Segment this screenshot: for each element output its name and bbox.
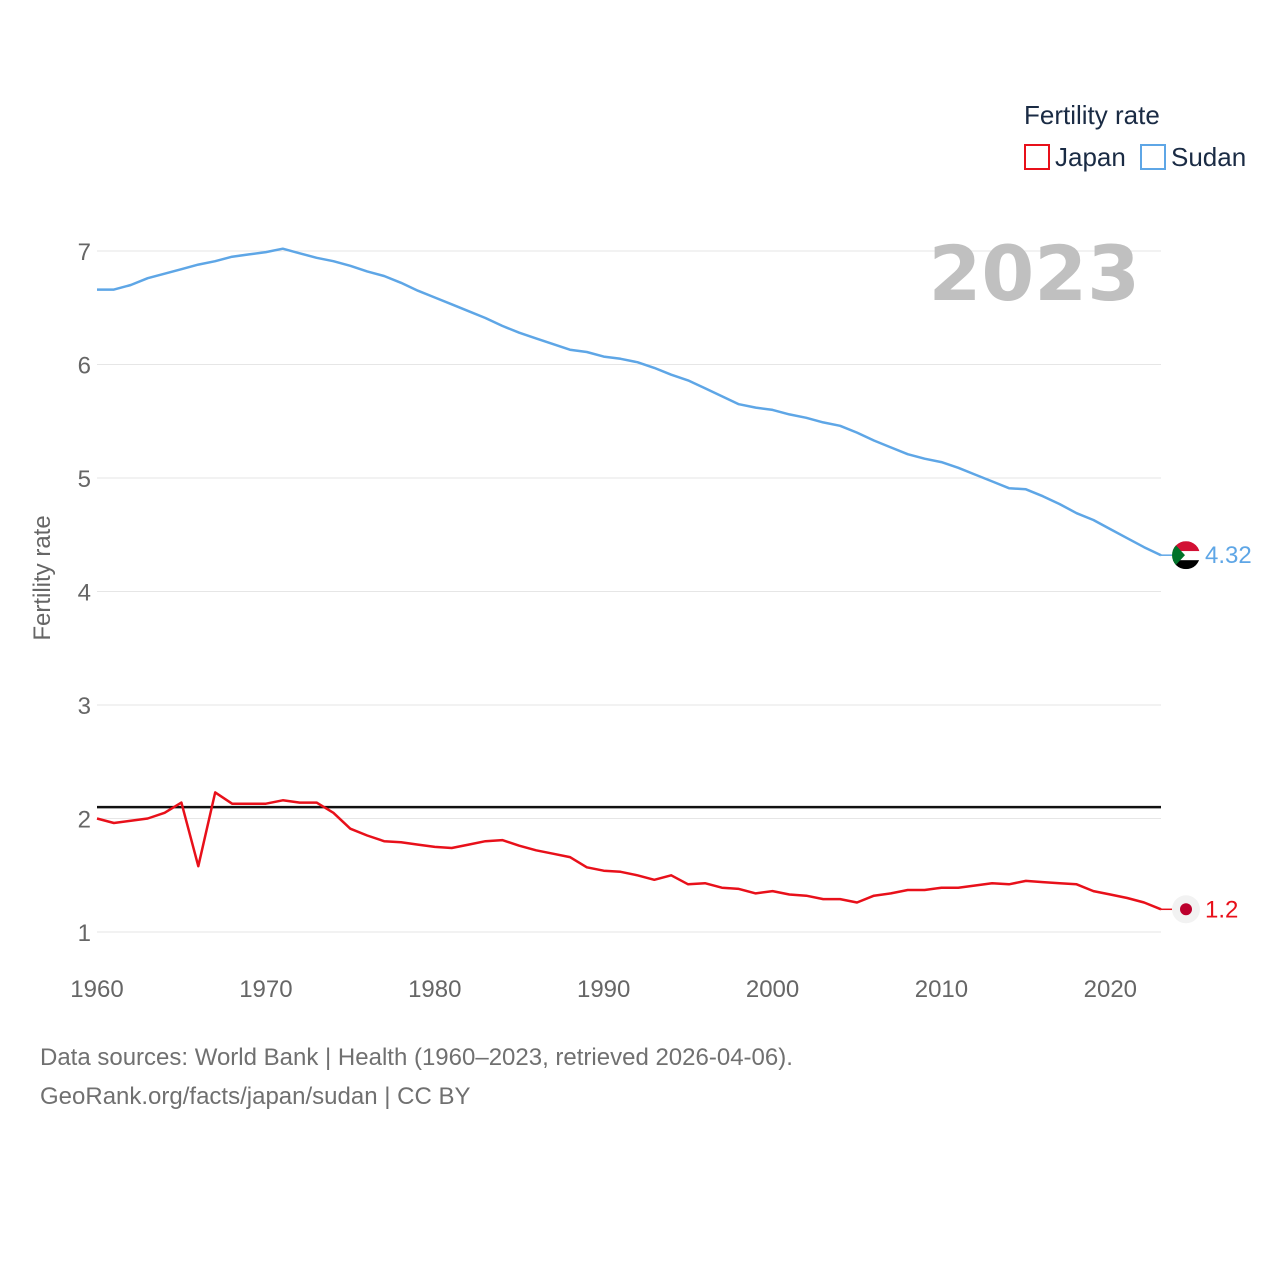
footer-link[interactable]: GeoRank.org/facts/japan/sudan | CC BY	[40, 1083, 471, 1110]
legend-swatch-japan	[1024, 144, 1050, 170]
x-tick-labels: 1960 1970 1980 1990 2000 2010 2020	[70, 976, 1137, 1003]
year-label: 2023	[928, 229, 1140, 318]
end-value-sudan: 4.32	[1205, 542, 1252, 569]
x-tick-label: 1990	[577, 976, 630, 1003]
legend-label-japan: Japan	[1055, 142, 1126, 172]
sudan-flag-icon	[1172, 541, 1200, 570]
footer-sources: Data sources: World Bank | Health (1960–…	[40, 1044, 793, 1071]
x-tick-label: 2000	[746, 976, 799, 1003]
series-lines	[96, 247, 1162, 911]
grid-lines	[97, 250, 1161, 933]
y-tick-label: 7	[78, 239, 91, 266]
y-axis-title: Fertility rate	[29, 515, 56, 640]
legend-item-japan[interactable]: Japan	[1024, 142, 1126, 172]
y-tick-label: 6	[78, 353, 91, 380]
series-end-markers: 1.2 4.32	[1161, 541, 1252, 924]
x-tick-label: 2010	[915, 976, 968, 1003]
series-line-sudan[interactable]	[97, 247, 1162, 557]
x-tick-label: 1960	[70, 976, 123, 1003]
legend-title: Fertility rate	[1024, 100, 1160, 130]
y-tick-label: 1	[78, 920, 91, 947]
y-tick-label: 2	[78, 807, 91, 834]
y-tick-label: 5	[78, 466, 91, 493]
legend-item-sudan[interactable]: Sudan	[1140, 142, 1246, 172]
x-tick-label: 2020	[1084, 976, 1137, 1003]
y-tick-label: 4	[78, 580, 91, 607]
end-value-japan: 1.2	[1205, 896, 1238, 923]
legend-label-sudan: Sudan	[1171, 142, 1246, 172]
legend-swatch-sudan	[1140, 144, 1166, 170]
legend: Fertility rate Japan Sudan	[1024, 100, 1246, 172]
y-tick-label: 3	[78, 693, 91, 720]
y-tick-labels: 1 2 3 4 5 6 7	[78, 239, 91, 947]
japan-flag-icon	[1172, 895, 1200, 924]
x-tick-label: 1980	[408, 976, 461, 1003]
series-line-japan[interactable]	[96, 791, 1162, 911]
x-tick-label: 1970	[239, 976, 292, 1003]
